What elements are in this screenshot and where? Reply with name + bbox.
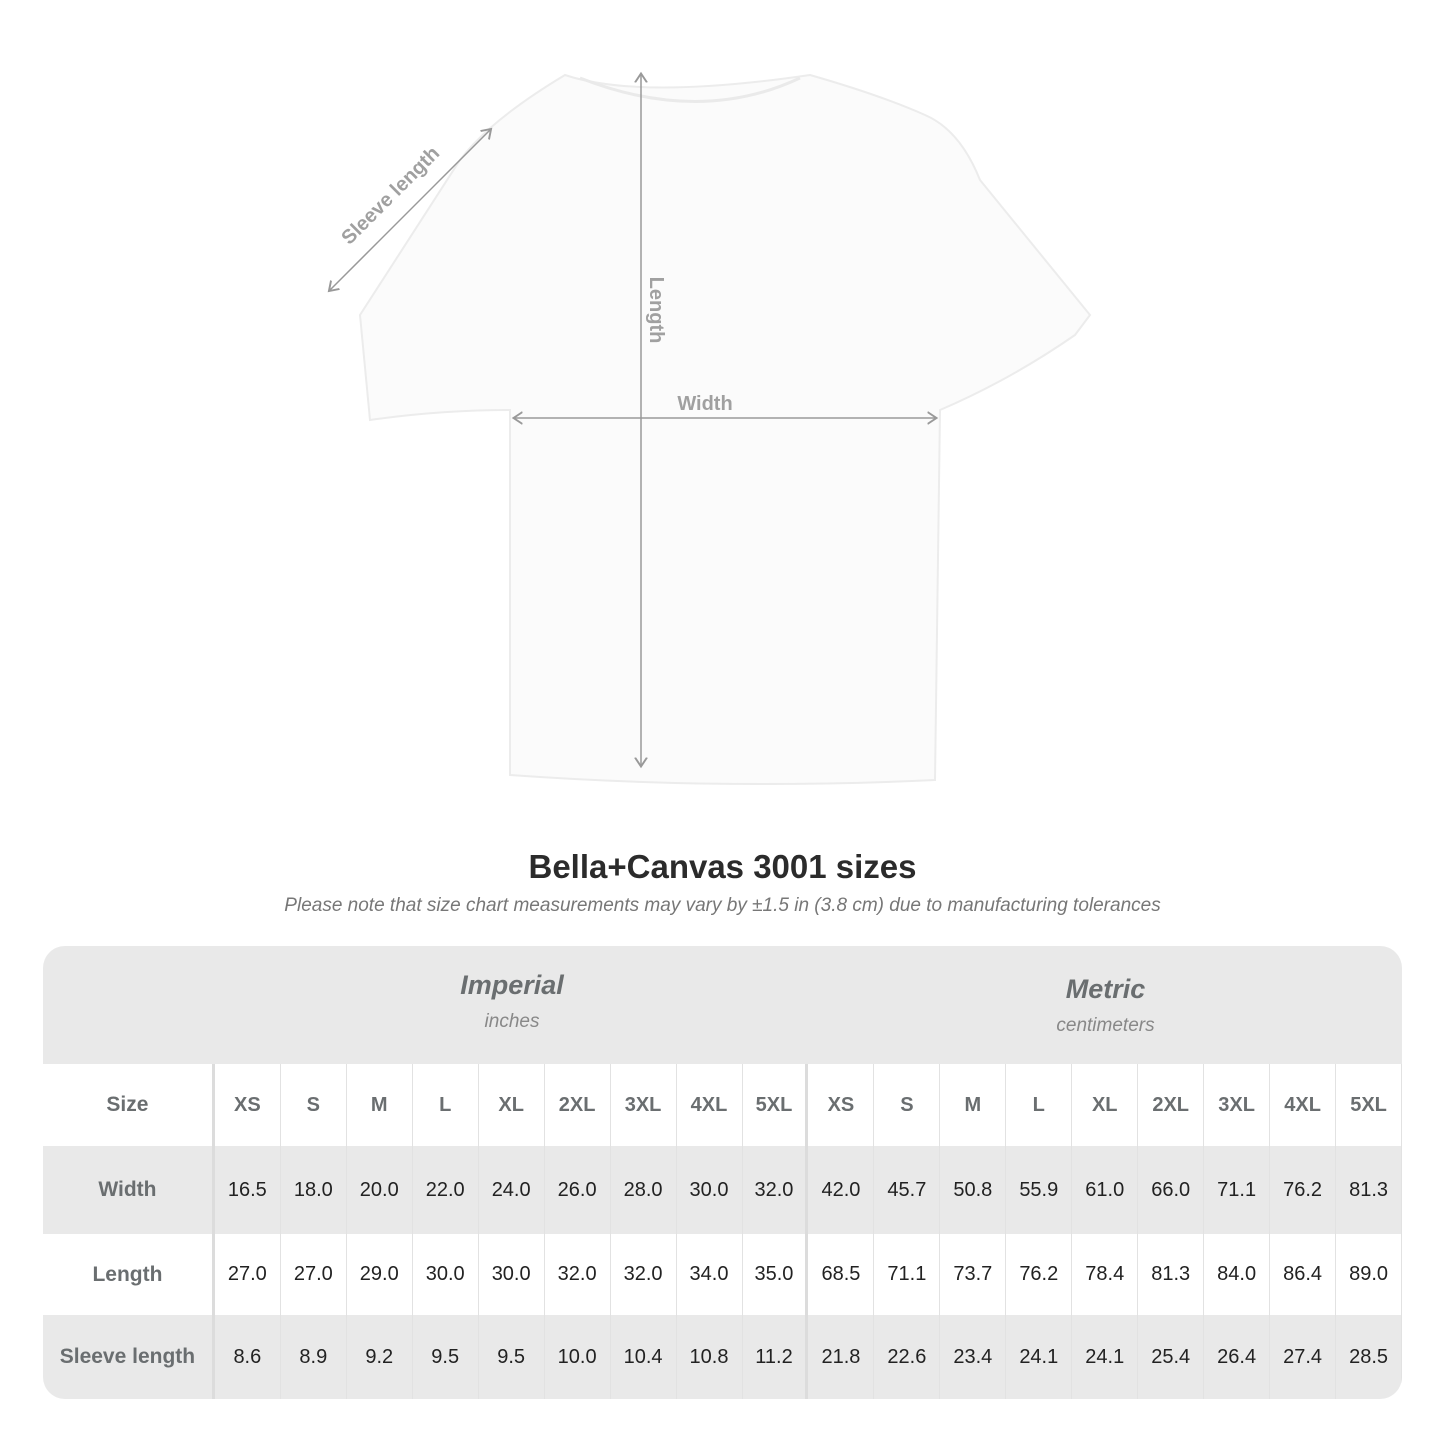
table-cell: 4XL	[677, 1064, 743, 1146]
table-cell: 32.0	[611, 1234, 677, 1315]
table-cell: XS	[808, 1064, 875, 1146]
table-cell: XS	[215, 1064, 281, 1146]
table-cell: 10.8	[677, 1315, 743, 1399]
table-cell: 4XL	[1270, 1064, 1337, 1146]
sleeve-arrow	[330, 130, 490, 290]
table-cell: S	[281, 1064, 347, 1146]
tolerance-note: Please note that size chart measurements…	[284, 895, 1161, 916]
table-cell: 45.7	[874, 1146, 941, 1234]
table-cell: 8.9	[281, 1315, 347, 1399]
table-cell: 22.6	[874, 1315, 941, 1399]
row-label: Size	[43, 1064, 215, 1146]
table-cell: 30.0	[479, 1234, 545, 1315]
table-cell: 26.4	[1204, 1315, 1271, 1399]
table-cell: 25.4	[1138, 1315, 1205, 1399]
table-cell: 5XL	[743, 1064, 809, 1146]
table-cell: 23.4	[940, 1315, 1007, 1399]
table-cell: 78.4	[1072, 1234, 1139, 1315]
table-cell: XL	[479, 1064, 545, 1146]
table-cell: 27.0	[281, 1234, 347, 1315]
table-cell: 61.0	[1072, 1146, 1139, 1234]
table-cell: S	[874, 1064, 941, 1146]
table-cell: 28.5	[1336, 1315, 1402, 1399]
size-table: Imperial inches Metric centimeters Size X…	[43, 946, 1402, 1399]
table-cell: 27.4	[1270, 1315, 1337, 1399]
table-row: Length 27.0 27.0 29.0 30.0 30.0 32.0 32.0 34.0 35…	[43, 1234, 1402, 1315]
table-cell: 10.4	[611, 1315, 677, 1399]
table-cell: 81.3	[1138, 1234, 1205, 1315]
table-cell: 8.6	[215, 1315, 281, 1399]
table-cell: 22.0	[413, 1146, 479, 1234]
table-cell: 35.0	[743, 1234, 809, 1315]
table-cell: 28.0	[611, 1146, 677, 1234]
table-cell: 66.0	[1138, 1146, 1205, 1234]
table-cell: 68.5	[808, 1234, 875, 1315]
table-cell: 84.0	[1204, 1234, 1271, 1315]
table-cell: 89.0	[1336, 1234, 1402, 1315]
table-cell: 3XL	[611, 1064, 677, 1146]
metric-header: Metric centimeters	[1056, 974, 1155, 1036]
table-cell: 34.0	[677, 1234, 743, 1315]
table-cell: 11.2	[743, 1315, 809, 1399]
table-cell: M	[347, 1064, 413, 1146]
table-cell: 81.3	[1336, 1146, 1402, 1234]
table-cell: L	[413, 1064, 479, 1146]
table-cell: 9.2	[347, 1315, 413, 1399]
table-cell: 71.1	[1204, 1146, 1271, 1234]
table-cell: 24.1	[1006, 1315, 1073, 1399]
table-cell: 9.5	[479, 1315, 545, 1399]
tshirt-shape	[358, 73, 1092, 785]
table-cell: 20.0	[347, 1146, 413, 1234]
table-cell: 29.0	[347, 1234, 413, 1315]
table-cell: 76.2	[1006, 1234, 1073, 1315]
table-cell: 24.0	[479, 1146, 545, 1234]
width-label: Width	[677, 393, 732, 415]
row-label: Length	[43, 1234, 215, 1315]
table-cell: 27.0	[215, 1234, 281, 1315]
table-cell: 2XL	[1138, 1064, 1205, 1146]
table-cell: 42.0	[808, 1146, 875, 1234]
table-row: Width 16.5 18.0 20.0 22.0 24.0 26.0 28.0 30.0 32.…	[43, 1146, 1402, 1234]
tshirt-diagram: Sleeve length Length Width	[0, 0, 1092, 785]
table-cell: 2XL	[545, 1064, 611, 1146]
table-cell: L	[1006, 1064, 1073, 1146]
table-cell: 76.2	[1270, 1146, 1337, 1234]
table-cell: M	[940, 1064, 1007, 1146]
row-label: Width	[43, 1146, 215, 1234]
table-cell: 73.7	[940, 1234, 1007, 1315]
table-cell: 71.1	[874, 1234, 941, 1315]
table-cell: 24.1	[1072, 1315, 1139, 1399]
table-cell: 21.8	[808, 1315, 875, 1399]
table-cell: 26.0	[545, 1146, 611, 1234]
table-cell: 16.5	[215, 1146, 281, 1234]
table-cell: 32.0	[545, 1234, 611, 1315]
table-cell: 55.9	[1006, 1146, 1073, 1234]
table-cell: 3XL	[1204, 1064, 1271, 1146]
row-label: Sleeve length	[43, 1315, 215, 1399]
table-cell: 50.8	[940, 1146, 1007, 1234]
size-header-row: Size XS S M L XL 2XL 3XL 4XL 5XL XS S M L XL 2XL 3XL 4XL 5…	[43, 1064, 1402, 1146]
table-cell: 30.0	[413, 1234, 479, 1315]
table-cell: 10.0	[545, 1315, 611, 1399]
imperial-header: Imperial inches	[460, 970, 564, 1032]
table-cell: 18.0	[281, 1146, 347, 1234]
table-cell: 32.0	[743, 1146, 809, 1234]
table-row: Sleeve length 8.6 8.9 9.2 9.5 9.5 10.0 10.4 10.8…	[43, 1315, 1402, 1399]
length-label: Length	[645, 277, 667, 344]
table-cell: XL	[1072, 1064, 1139, 1146]
page-title: Bella+Canvas 3001 sizes	[528, 848, 917, 885]
table-cell: 30.0	[677, 1146, 743, 1234]
table-cell: 86.4	[1270, 1234, 1337, 1315]
table-cell: 5XL	[1336, 1064, 1402, 1146]
table-cell: 9.5	[413, 1315, 479, 1399]
